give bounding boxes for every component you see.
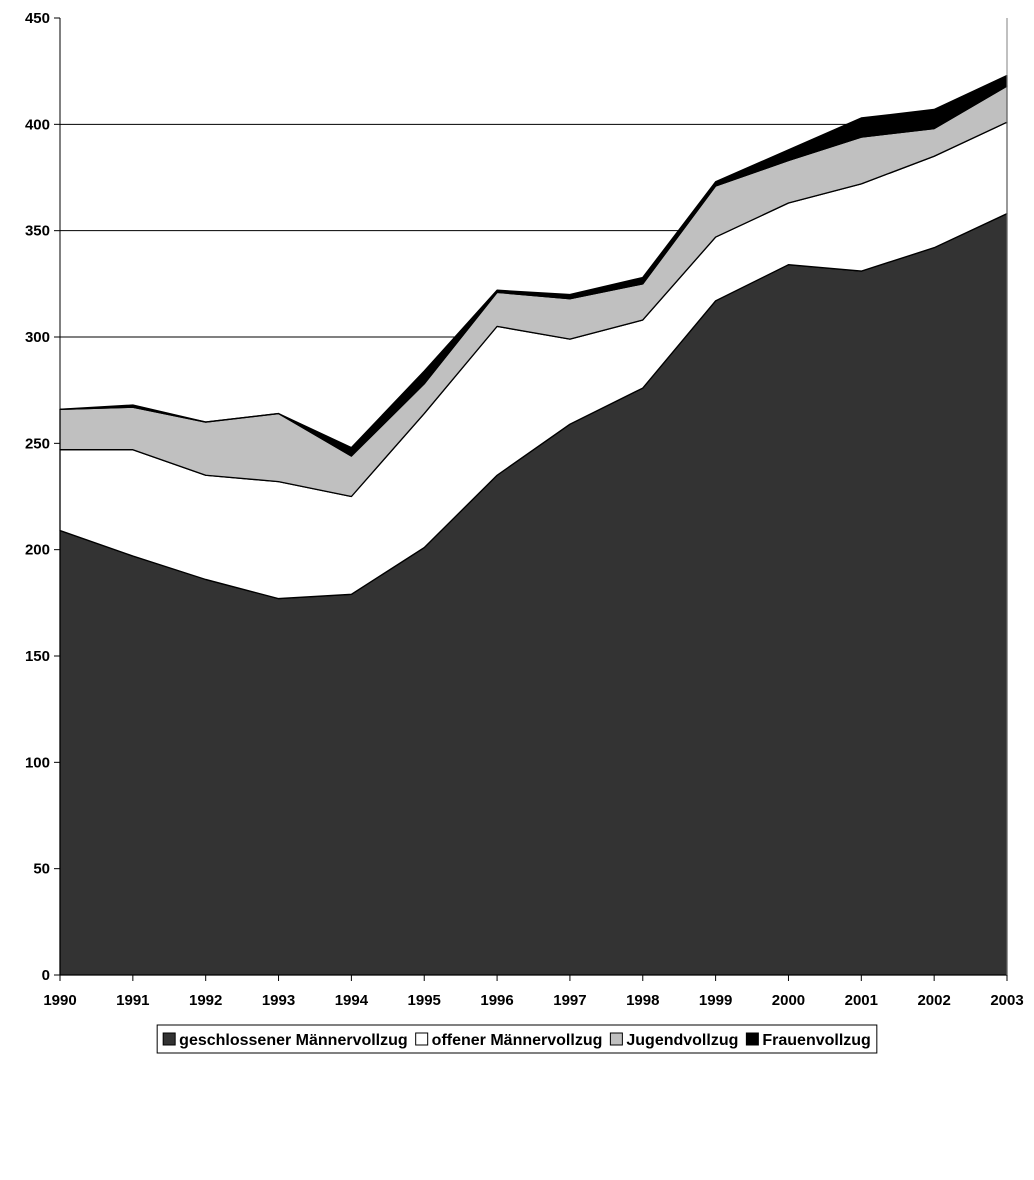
x-tick-label: 1999: [699, 992, 732, 1009]
legend-label: geschlossener Männervollzug: [179, 1032, 408, 1049]
legend-label: Frauenvollzug: [762, 1032, 870, 1049]
legend-label: offener Männervollzug: [432, 1032, 603, 1049]
legend-item-frauenvollzug: Frauenvollzug: [745, 1032, 871, 1049]
y-axis-ticks: 0 50 100 150 200 250 300 350 400 450: [25, 10, 60, 984]
x-tick-label: 1993: [262, 992, 295, 1009]
y-tick-label: 400: [25, 116, 50, 133]
legend-swatch: [745, 1032, 759, 1046]
y-tick-label: 100: [25, 754, 50, 771]
legend-swatch: [609, 1032, 623, 1046]
legend-item-offener-maennervollzug: offener Männervollzug: [415, 1032, 603, 1049]
series-areas: [59, 74, 1008, 976]
legend-swatch: [162, 1032, 176, 1046]
x-tick-label: 1994: [335, 992, 369, 1009]
legend-item-jugendvollzug: Jugendvollzug: [609, 1032, 738, 1049]
y-tick-label: 200: [25, 542, 50, 559]
x-tick-label: 1995: [408, 992, 441, 1009]
legend-swatch: [415, 1032, 429, 1046]
x-axis-ticks: 1990 1991 1992 1993 1994 1995 1996 1997 1998 1999…: [43, 975, 1024, 1009]
x-tick-label: 1992: [189, 992, 222, 1009]
x-tick-label: 1998: [626, 992, 659, 1009]
axes: [59, 18, 1008, 976]
y-tick-label: 250: [25, 435, 50, 452]
x-tick-label: 1990: [43, 992, 76, 1009]
x-tick-label: 1996: [480, 992, 513, 1009]
y-tick-label: 0: [42, 967, 50, 984]
y-tick-label: 450: [25, 10, 50, 27]
x-tick-label: 2001: [845, 992, 878, 1009]
y-tick-label: 300: [25, 329, 50, 346]
legend-item-geschlossener-maennervollzug: geschlossener Männervollzug: [162, 1032, 408, 1049]
x-tick-label: 1997: [553, 992, 586, 1009]
x-tick-label: 2000: [772, 992, 805, 1009]
y-tick-label: 150: [25, 648, 50, 665]
x-tick-label: 2002: [917, 992, 950, 1009]
y-tick-label: 350: [25, 223, 50, 240]
x-tick-label: 1991: [116, 992, 149, 1009]
x-tick-label: 2003: [990, 992, 1023, 1009]
y-tick-label: 50: [33, 861, 50, 878]
legend: geschlossener Männervollzug offener Männe…: [156, 1024, 878, 1054]
legend-label: Jugendvollzug: [626, 1032, 738, 1049]
